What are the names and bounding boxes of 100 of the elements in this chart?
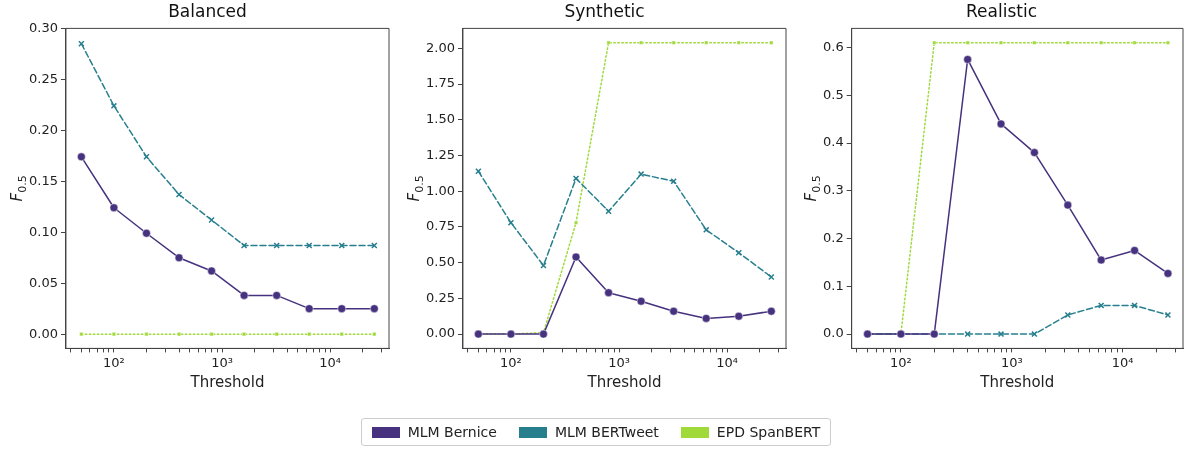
y-tick-label: 0.2: [822, 229, 844, 245]
point: [669, 307, 678, 316]
y-axis-title: F0.5: [8, 175, 29, 202]
point: [372, 332, 377, 337]
point: [769, 40, 774, 45]
point: [1032, 40, 1037, 45]
x-tick-label: 10²: [103, 354, 125, 370]
y-tick-label: 1.25: [425, 146, 455, 162]
y-tick-label: 1.75: [425, 75, 455, 91]
y-tick-label: 0.50: [425, 254, 455, 270]
point: [540, 262, 547, 269]
y-tick-label: 0.6: [822, 38, 844, 54]
point: [636, 297, 646, 306]
y-tick-label: 1.00: [425, 182, 455, 198]
point: [736, 40, 741, 45]
y-tick-label: 0.25: [28, 70, 58, 86]
point: [109, 203, 119, 213]
point: [1030, 148, 1039, 157]
point: [1065, 40, 1070, 45]
point: [142, 228, 151, 238]
point: [337, 304, 347, 313]
y-tick-label: 1.50: [425, 111, 455, 127]
point: [932, 40, 937, 45]
point: [339, 332, 344, 337]
x-tick-label: 10⁴: [1111, 354, 1134, 370]
x-axis-title: Threshold: [189, 372, 265, 391]
y-tick-label: 0.15: [28, 172, 58, 188]
point: [239, 291, 249, 300]
point: [1063, 200, 1073, 210]
point: [272, 291, 281, 300]
y-tick-label: 0.3: [822, 182, 844, 198]
point: [1099, 40, 1104, 45]
y-tick-label: 0.1: [822, 277, 844, 293]
legend-label: MLM Bernice: [407, 424, 497, 440]
chart-title: Synthetic: [564, 0, 645, 21]
y-tick-label: 0.30: [28, 19, 58, 35]
point: [1163, 269, 1173, 278]
point: [965, 40, 970, 45]
y-tick-label: 0.10: [28, 223, 58, 239]
point: [1131, 302, 1138, 309]
y-axis-title: F0.5: [802, 175, 823, 202]
point: [963, 55, 972, 64]
y-tick-label: 0.0: [822, 325, 844, 341]
point: [999, 40, 1004, 45]
point: [79, 332, 84, 337]
point: [574, 220, 579, 225]
point: [242, 332, 247, 337]
point: [639, 40, 644, 45]
y-axis-title: F0.5: [405, 175, 426, 202]
chart-title: Balanced: [168, 0, 247, 21]
point: [144, 332, 149, 337]
point: [701, 314, 711, 323]
y-tick-label: 0.20: [28, 121, 58, 137]
point: [274, 332, 279, 337]
y-tick-label: 0.5: [822, 86, 844, 102]
point: [174, 253, 184, 262]
legend-label: MLM BERTweet: [554, 424, 659, 440]
x-tick-label: 10³: [211, 354, 233, 370]
point: [1164, 311, 1172, 319]
x-axis-title: Threshold: [979, 372, 1055, 391]
point: [111, 332, 116, 337]
point: [77, 152, 86, 162]
x-axis-title: Threshold: [586, 372, 662, 391]
point: [1096, 255, 1106, 265]
point: [704, 40, 709, 45]
point: [307, 332, 312, 337]
y-tick-label: 0.00: [28, 325, 58, 341]
point: [1130, 246, 1139, 255]
chart-title: Realistic: [966, 0, 1037, 21]
x-tick-label: 10³: [608, 354, 630, 370]
point: [606, 40, 611, 45]
legend-label: EPD SpanBERT: [716, 424, 821, 440]
point: [767, 307, 776, 316]
point: [734, 312, 744, 321]
x-tick-label: 10³: [1000, 354, 1023, 370]
point: [304, 304, 314, 313]
point: [671, 40, 676, 45]
point: [78, 40, 85, 47]
x-tick-label: 10⁴: [716, 354, 739, 370]
y-tick-label: 0.75: [425, 218, 455, 234]
x-tick-label: 10²: [889, 354, 912, 370]
y-tick-label: 0.00: [425, 325, 455, 341]
point: [1132, 40, 1137, 45]
point: [539, 329, 548, 339]
y-tick-label: 0.4: [822, 134, 844, 150]
y-tick-label: 0.05: [28, 274, 58, 290]
y-tick-label: 0.25: [425, 289, 455, 305]
y-tick-label: 2.00: [425, 39, 455, 55]
point: [209, 332, 214, 337]
point: [370, 304, 379, 313]
x-tick-label: 10²: [500, 354, 522, 370]
point: [1165, 40, 1170, 45]
point: [702, 226, 710, 234]
point: [604, 288, 613, 297]
x-tick-label: 10⁴: [319, 354, 342, 370]
point: [177, 332, 182, 337]
point: [571, 252, 581, 262]
point: [207, 266, 216, 276]
point: [996, 119, 1006, 129]
point: [637, 170, 645, 178]
